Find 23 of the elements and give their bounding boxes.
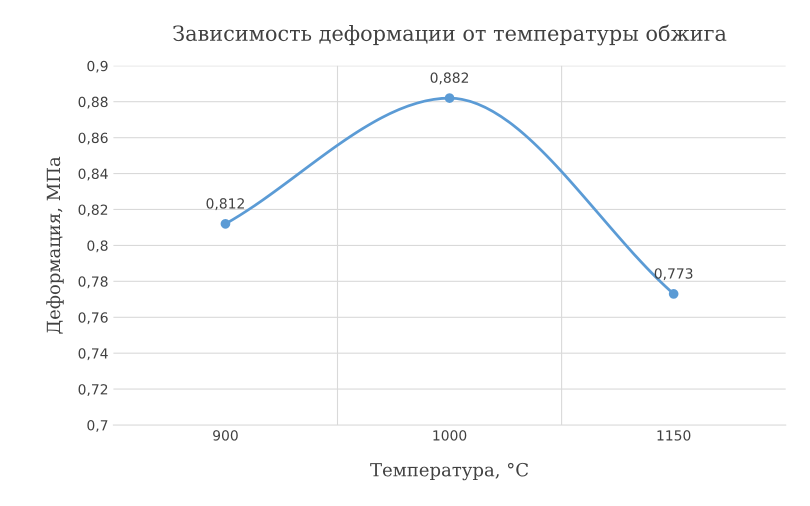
y-tick-label: 0,7 — [87, 420, 108, 432]
point — [444, 93, 454, 103]
y-tick-label: 0,74 — [78, 348, 108, 360]
y-tick-label: 0,8 — [87, 240, 108, 252]
x-tick-label: 1150 — [658, 430, 690, 441]
y-tick-label: 0,78 — [78, 276, 108, 288]
x-tick-label: 900 — [213, 430, 238, 441]
point — [220, 218, 230, 229]
y-tick-label: 0,86 — [78, 132, 108, 145]
y-tick-label: 0,9 — [87, 60, 108, 73]
y-tick-label: 0,76 — [78, 312, 108, 324]
chart-title: Зависимость деформации от температуры обжига — [173, 24, 726, 46]
x-tick-label: 1000 — [433, 430, 466, 441]
data-label: 0,882 — [430, 72, 468, 84]
data-label: 0,812 — [206, 198, 244, 210]
y-tick-label: 0,88 — [78, 96, 108, 109]
data-label: 0,773 — [654, 268, 692, 280]
y-tick-label: 0,82 — [78, 204, 108, 216]
y-axis-title: Деформация, МПа — [46, 156, 64, 334]
point — [668, 289, 679, 299]
y-tick-label: 0,84 — [78, 168, 108, 180]
x-axis-title: Температура, °С — [370, 462, 528, 480]
y-tick-label: 0,72 — [78, 384, 108, 396]
